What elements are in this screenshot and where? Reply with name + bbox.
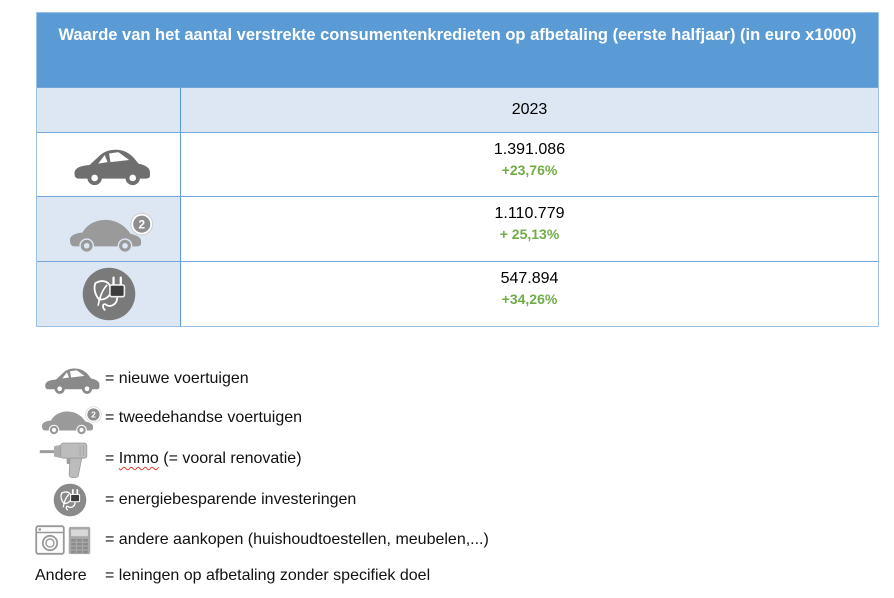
used-car-icon: 2 <box>35 400 105 436</box>
legend-item-used-vehicles: 2 = tweedehandse voertuigen <box>35 398 865 438</box>
table-row-used-vehicles: 2 1.110.779 + 25,13% <box>37 196 878 261</box>
table-row-new-vehicles: 1.391.086 +23,76% <box>37 132 878 196</box>
new-vehicles-value-cell: 1.391.086 +23,76% <box>181 133 878 196</box>
icon-legend: = nieuwe voertuigen 2 = tweedehandse voe… <box>35 360 865 592</box>
change-percent: + 25,13% <box>499 226 560 242</box>
legend-label: = nieuwe voertuigen <box>105 370 249 387</box>
legend-label: = Immo (= vooral renovatie) <box>105 450 302 468</box>
energy-investment-icon <box>80 265 138 323</box>
drill-icon <box>35 438 105 480</box>
change-percent: +34,26% <box>501 291 558 307</box>
andere-marker: Andere <box>35 567 87 584</box>
legend-item-energy: = energiebesparende investeringen <box>35 480 865 520</box>
legend-item-andere: Andere = leningen op afbetaling zonder s… <box>35 560 865 592</box>
used-car-icon: 2 <box>63 203 155 255</box>
legend-label: = leningen op afbetaling zonder specifie… <box>105 567 431 584</box>
legend-label-prefix: = <box>105 450 119 467</box>
energy-investment-icon <box>35 482 105 518</box>
legend-item-immo: = Immo (= vooral renovatie) <box>35 438 865 480</box>
badge-2-label: 2 <box>91 410 96 420</box>
energy-icon-cell <box>37 262 181 326</box>
legend-item-other-purchases: = andere aankopen (huishoudtoestellen, m… <box>35 520 865 560</box>
legend-label: = energiebesparende investeringen <box>105 491 357 508</box>
credit-value: 1.110.779 <box>494 205 565 222</box>
legend-label-suffix: (= vooral renovatie) <box>158 450 302 467</box>
credit-value-table: Waarde van het aantal verstrekte consume… <box>36 12 879 327</box>
legend-item-new-vehicles: = nieuwe voertuigen <box>35 360 865 398</box>
year-header-row: 2023 <box>37 87 878 132</box>
credit-value: 1.391.086 <box>493 141 566 158</box>
credit-value: 547.894 <box>500 270 559 287</box>
year-header-cell: 2023 <box>181 88 878 132</box>
legend-label: = tweedehandse voertuigen <box>105 409 303 426</box>
andere-marker-box: Andere <box>35 567 105 585</box>
washing-machine-icon <box>35 525 65 555</box>
year-header: 2023 <box>511 101 548 118</box>
new-vehicles-icon-cell <box>37 133 181 196</box>
badge-2-label: 2 <box>138 217 145 231</box>
new-car-icon <box>35 363 105 396</box>
table-title: Waarde van het aantal verstrekte consume… <box>37 13 878 87</box>
used-vehicles-icon-cell: 2 <box>37 197 181 261</box>
calculator-icon <box>68 526 91 555</box>
table-row-energy-investments: 547.894 +34,26% <box>37 261 878 326</box>
misspelled-word: Immo <box>118 450 159 467</box>
new-car-icon <box>65 142 153 188</box>
change-percent: +23,76% <box>501 162 558 178</box>
used-vehicles-value-cell: 1.110.779 + 25,13% <box>181 197 878 261</box>
year-row-empty-cell <box>37 88 181 132</box>
energy-value-cell: 547.894 +34,26% <box>181 262 878 326</box>
appliances-icons <box>35 525 105 555</box>
legend-label: = andere aankopen (huishoudtoestellen, m… <box>105 531 489 548</box>
